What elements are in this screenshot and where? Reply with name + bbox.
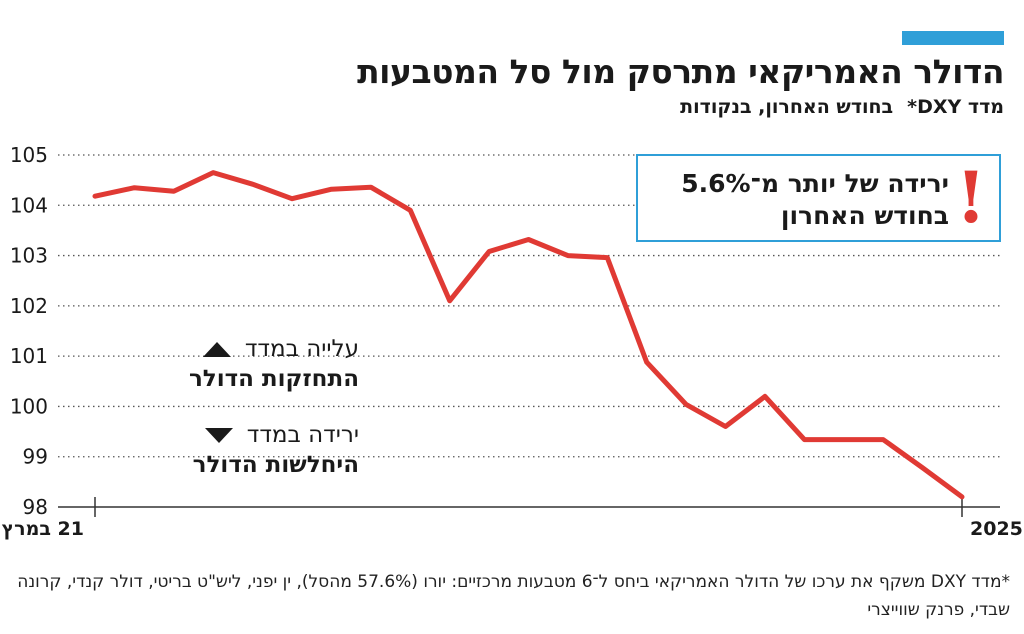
y-tick-label: 105 <box>10 143 48 167</box>
y-tick-label: 100 <box>10 394 48 418</box>
y-tick-label: 99 <box>23 445 48 469</box>
callout-box: ירידה של יותר מ־5.6% בחודש האחרון ! <box>636 154 1001 242</box>
callout-line-2: בחודש האחרון <box>780 201 949 230</box>
y-tick-label: 102 <box>10 294 48 318</box>
chart-title: הדולר האמריקאי מתרסק מול סל המטבעות <box>357 52 1004 91</box>
chart-subtitle: מדד DXY* בחודש האחרון, בנקודות <box>680 96 1004 118</box>
x-tick-label-start: 21 במרץ 2025 <box>0 518 84 540</box>
y-tick-label: 104 <box>10 193 48 217</box>
x-tick-label-end: 21 באפר' 2025 <box>970 518 1024 540</box>
accent-bar <box>902 31 1004 45</box>
y-tick-label: 98 <box>23 495 48 519</box>
y-tick-label: 101 <box>10 344 48 368</box>
y-tick-label: 103 <box>10 244 48 268</box>
footnote: *מדד DXY משקף את ערכו של הדולר האמריקאי … <box>17 572 1010 620</box>
subtitle-index: מדד DXY* <box>907 96 1004 118</box>
legend-down-label: ירידה במדד <box>246 422 359 448</box>
legend-up-meaning: התחזקות הדולר <box>188 366 359 392</box>
callout-line-1: ירידה של יותר מ־5.6% <box>681 169 949 198</box>
legend-down-meaning: היחלשות הדולר <box>192 452 359 478</box>
triangle-up-icon <box>202 342 231 357</box>
subtitle-period: בחודש האחרון, בנקודות <box>680 96 894 118</box>
exclamation-icon: ! <box>955 156 987 239</box>
legend-item-up: עלייה במדד התחזקות הדולר <box>189 334 359 394</box>
legend-item-down: ירידה במדד היחלשות הדולר <box>193 420 359 480</box>
triangle-down-icon <box>204 428 233 443</box>
line-chart: 98 99 100 101 102 103 104 105 21 במרץ 2025 21 באפ… <box>0 143 1024 540</box>
legend-up-label: עלייה במדד <box>244 336 359 362</box>
